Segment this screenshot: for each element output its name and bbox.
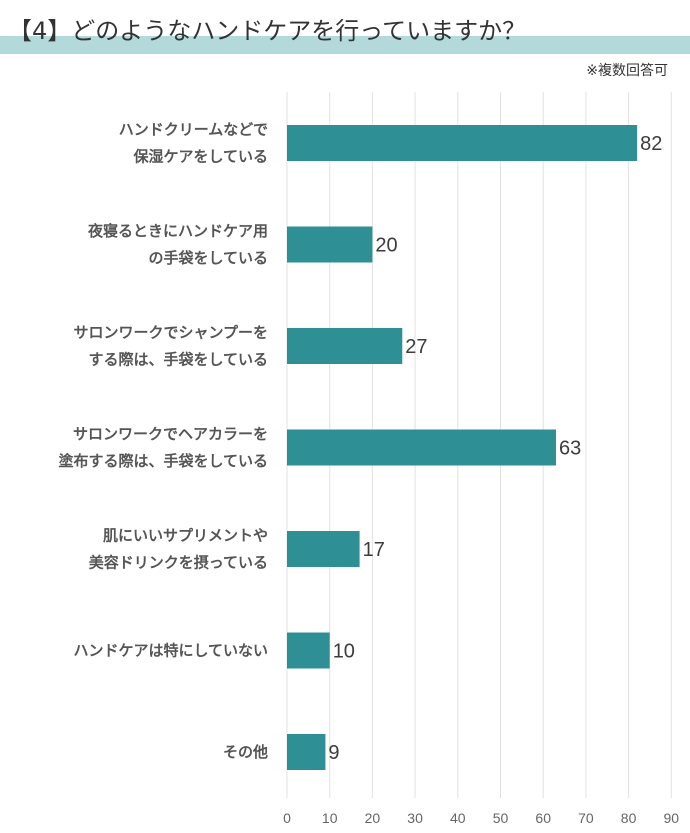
- category-label: 夜寝るときにハンドケア用: [87, 222, 268, 240]
- x-tick-label: 40: [450, 810, 466, 826]
- value-label: 82: [640, 133, 662, 155]
- x-tick-label: 90: [664, 810, 680, 826]
- multiple-answers-note: ※複数回答可: [586, 63, 668, 79]
- category-label: サロンワークでヘアカラーを: [73, 425, 268, 443]
- x-tick-label: 0: [283, 810, 291, 826]
- chart-title: 【4】どのようなハンドケアを行っていますか？: [8, 17, 527, 45]
- bar: [287, 226, 373, 263]
- category-label: ハンドケアは特にしていない: [73, 642, 268, 660]
- x-tick-label: 60: [535, 810, 551, 826]
- bar: [287, 632, 330, 669]
- value-label: 20: [375, 235, 397, 257]
- category-label: の手袋をしている: [148, 249, 268, 267]
- value-label: 10: [333, 641, 355, 663]
- bar: [287, 125, 638, 161]
- category-label: 塗布する際は、手袋をしている: [58, 452, 268, 470]
- category-label: サロンワークでシャンプーを: [73, 324, 268, 342]
- x-tick-label: 20: [365, 810, 381, 826]
- title-band: [0, 36, 690, 54]
- category-label: その他: [223, 743, 268, 761]
- x-tick-label: 30: [407, 810, 423, 826]
- x-tick-label: 50: [493, 810, 509, 826]
- bar: [287, 531, 360, 567]
- category-label: ハンドクリームなどで: [119, 121, 268, 139]
- category-label: 肌にいいサプリメントや: [103, 527, 268, 545]
- x-tick-label: 80: [621, 810, 637, 826]
- bar: [287, 734, 326, 770]
- category-label: 保湿ケアをしている: [132, 148, 268, 166]
- value-label: 27: [405, 336, 427, 358]
- x-tick-label: 10: [322, 810, 338, 826]
- value-label: 9: [328, 742, 339, 764]
- value-label: 17: [363, 539, 385, 561]
- x-tick-label: 70: [578, 810, 594, 826]
- bar: [287, 328, 403, 364]
- category-label: する際は、手袋をしている: [88, 351, 268, 369]
- value-label: 63: [559, 438, 581, 460]
- category-label: 美容ドリンクを摂っている: [89, 554, 268, 572]
- bar: [287, 429, 557, 466]
